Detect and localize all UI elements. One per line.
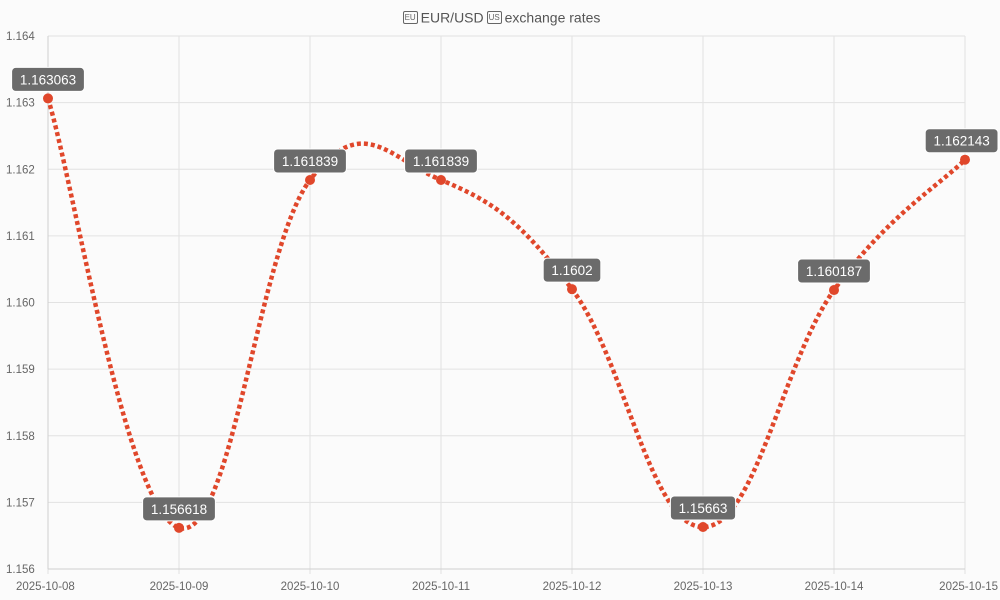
series-line [45, 97, 967, 531]
data-point[interactable] [436, 174, 446, 185]
data-point[interactable] [960, 154, 970, 165]
data-label-text: 1.160187 [806, 264, 862, 279]
data-point[interactable] [305, 174, 315, 185]
y-tick-label: 1.162 [6, 164, 35, 176]
x-tick-label: 2025-10-08 [16, 581, 75, 593]
chart-title: EU EUR/USD US exchange rates [0, 8, 1000, 25]
data-points [43, 93, 970, 533]
y-tick-label: 1.157 [6, 497, 35, 509]
y-tick-label: 1.156 [6, 564, 35, 576]
title-rest: exchange rates [504, 9, 601, 26]
data-label-box [11, 66, 85, 92]
x-tick-label: 2025-10-10 [281, 581, 340, 593]
data-label-text: 1.1602 [551, 263, 592, 278]
data-point[interactable] [174, 522, 184, 533]
data-label: 1.15663 [669, 495, 737, 521]
data-label: 1.160187 [797, 258, 871, 284]
us-flag-icon: US [486, 10, 502, 24]
data-point[interactable] [567, 284, 577, 295]
data-label: 1.161839 [404, 148, 478, 174]
data-label-text: 1.163063 [20, 72, 76, 87]
x-tick-label: 2025-10-11 [412, 581, 470, 593]
y-tick-label: 1.159 [6, 364, 35, 376]
data-labels: 1.163063 1.156618 1.161839 1.161839 1.1602 1.… [11, 66, 999, 522]
x-axis: 2025-10-08 2025-10-09 2025-10-10 2025-10-11… [16, 581, 998, 593]
data-label-text: 1.161839 [413, 154, 469, 169]
title-pair: EUR/USD [420, 9, 484, 26]
y-tick-label: 1.158 [6, 431, 35, 443]
x-tick-label: 2025-10-13 [674, 581, 733, 593]
y-tick-label: 1.164 [6, 31, 35, 43]
data-label: 1.156618 [142, 496, 216, 522]
data-label: 1.162143 [924, 128, 999, 154]
data-point[interactable] [829, 285, 839, 296]
data-label-text: 1.156618 [151, 502, 207, 517]
data-label-box [273, 148, 347, 174]
data-point[interactable] [698, 522, 708, 533]
data-label-box [669, 495, 737, 521]
x-tick-label: 2025-10-14 [805, 581, 864, 593]
y-axis: 1.164 1.163 1.162 1.161 1.160 1.159 1.158 1.157… [6, 31, 35, 576]
y-tick-label: 1.160 [6, 298, 35, 310]
data-label: 1.163063 [11, 66, 85, 92]
data-label-box [542, 257, 602, 283]
data-label-box [924, 128, 999, 154]
grid-lines [47, 35, 966, 574]
data-label: 1.161839 [273, 148, 347, 174]
y-tick-label: 1.161 [6, 231, 35, 243]
data-label-box [142, 496, 216, 522]
data-label-text: 1.161839 [282, 154, 338, 169]
eu-flag-icon: EU [402, 10, 418, 24]
x-tick-label: 2025-10-12 [543, 581, 602, 593]
x-tick-label: 2025-10-15 [939, 581, 998, 593]
y-tick-label: 1.163 [6, 98, 35, 110]
data-label-box [404, 148, 478, 174]
data-point[interactable] [43, 93, 53, 104]
data-label-text: 1.162143 [933, 134, 989, 149]
data-label-text: 1.15663 [679, 501, 728, 516]
data-label: 1.1602 [542, 257, 602, 283]
x-tick-label: 2025-10-09 [150, 581, 209, 593]
data-label-box [797, 258, 871, 284]
